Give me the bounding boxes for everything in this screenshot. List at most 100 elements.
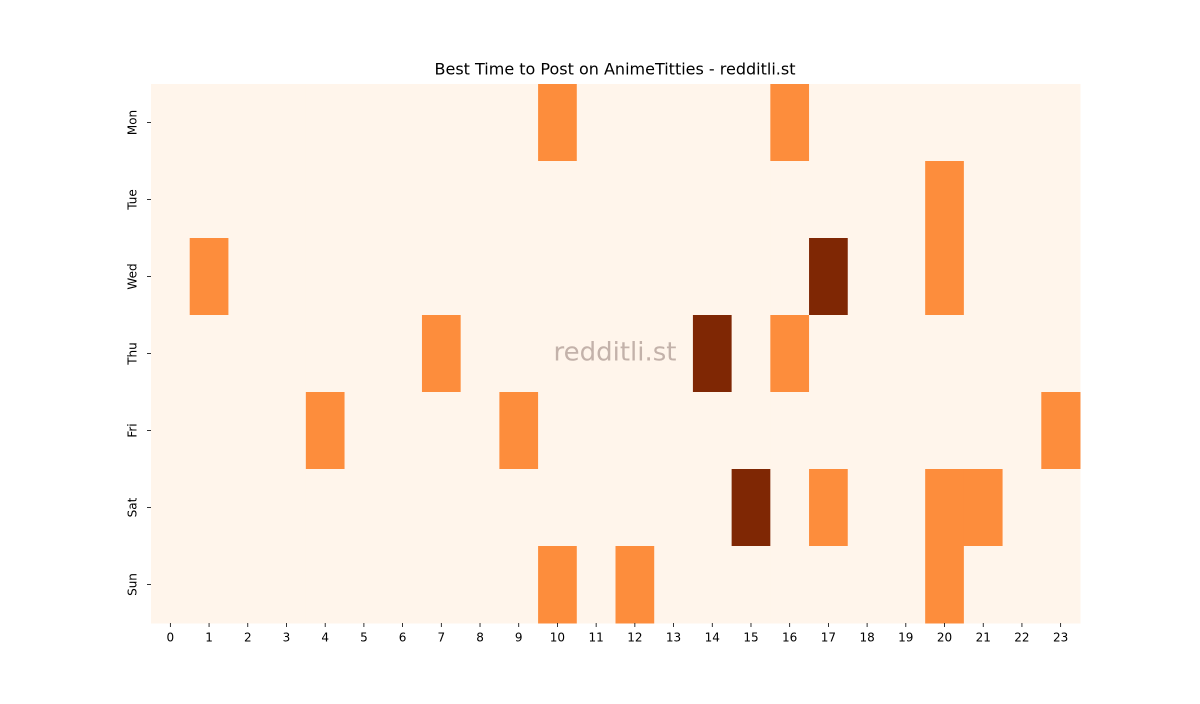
heat-cell (692, 469, 733, 547)
heat-cell (925, 84, 965, 162)
heat-cell (925, 546, 965, 624)
heat-cell (499, 469, 539, 547)
heat-cell (654, 315, 694, 393)
heat-cell (383, 315, 423, 393)
heat-cell (344, 469, 384, 547)
heat-cell (654, 469, 694, 547)
heat-cell (421, 238, 462, 316)
heat-cell (576, 546, 616, 624)
heat-cell (189, 315, 229, 393)
heat-cell (305, 161, 346, 239)
heat-cell (770, 315, 810, 393)
heat-cell (809, 161, 849, 239)
heat-cell (847, 84, 887, 162)
heat-cell (267, 84, 307, 162)
heat-cell (383, 546, 423, 624)
heat-cell (305, 469, 346, 547)
x-tick-label: 15 (743, 631, 758, 645)
heat-cell (1041, 161, 1081, 239)
x-tick-label: 22 (1014, 631, 1029, 645)
heat-cell (615, 238, 655, 316)
heat-cell (228, 315, 268, 393)
heat-cell (770, 392, 810, 470)
heat-cell (1041, 238, 1081, 316)
x-tick-label: 6 (399, 631, 407, 645)
heat-cell (228, 161, 268, 239)
heat-cell (344, 546, 384, 624)
heat-cell (770, 238, 810, 316)
heat-cell (1002, 84, 1042, 162)
x-tick-label: 12 (627, 631, 642, 645)
heat-cell (499, 84, 539, 162)
heat-cell (847, 546, 887, 624)
x-tick-label: 21 (976, 631, 991, 645)
heat-cell (886, 84, 926, 162)
heat-cell (267, 469, 307, 547)
heat-cell (692, 84, 733, 162)
x-tick-label: 1 (205, 631, 213, 645)
heat-cell (963, 161, 1004, 239)
heat-cell (421, 392, 462, 470)
heat-cell (499, 161, 539, 239)
heat-cell (460, 84, 500, 162)
heat-cell (847, 238, 887, 316)
x-tick-label: 19 (898, 631, 913, 645)
heat-cell (576, 469, 616, 547)
heat-cell (151, 546, 191, 624)
heat-cell (925, 392, 965, 470)
heat-cell (576, 84, 616, 162)
heat-cell (731, 84, 771, 162)
x-tick-label: 4 (321, 631, 329, 645)
heat-cell (963, 546, 1004, 624)
y-tick-label: Wed (126, 263, 140, 289)
heat-cell (267, 238, 307, 316)
heat-cell (770, 84, 810, 162)
x-tick-label: 7 (437, 631, 445, 645)
heat-cell (383, 469, 423, 547)
heat-cell (731, 469, 771, 547)
heat-cell (1002, 392, 1042, 470)
heat-cell (267, 546, 307, 624)
heat-cell (731, 161, 771, 239)
x-tick-label: 18 (859, 631, 874, 645)
heat-cell (925, 469, 965, 547)
heat-cell (692, 546, 733, 624)
heat-cell (615, 315, 655, 393)
y-tick-label: Sun (126, 573, 140, 596)
heat-cell (151, 238, 191, 316)
x-tick-label: 23 (1053, 631, 1068, 645)
heat-cell (770, 161, 810, 239)
heat-cell (615, 546, 655, 624)
heat-cell (421, 469, 462, 547)
heat-cell (383, 161, 423, 239)
heat-cell (654, 161, 694, 239)
heat-cell (421, 84, 462, 162)
x-tick-label: 5 (360, 631, 368, 645)
heat-cell (731, 238, 771, 316)
heat-cell (383, 238, 423, 316)
heat-cell (228, 84, 268, 162)
heat-cell (344, 84, 384, 162)
heat-cell (421, 315, 462, 393)
watermark: redditli.st (554, 338, 677, 368)
heat-cell (460, 161, 500, 239)
heat-cell (615, 469, 655, 547)
heat-cell (499, 546, 539, 624)
heat-cell (1002, 315, 1042, 393)
heat-cell (963, 84, 1004, 162)
heat-cell (1002, 546, 1042, 624)
heat-cell (963, 238, 1004, 316)
heat-cell (847, 161, 887, 239)
heat-cell (499, 392, 539, 470)
heat-cell (809, 392, 849, 470)
heat-cell (538, 161, 578, 239)
heat-cell (576, 392, 616, 470)
heat-cell (654, 546, 694, 624)
x-tick-label: 17 (821, 631, 836, 645)
heat-cell (1002, 238, 1042, 316)
heat-cell (770, 546, 810, 624)
heat-cell (576, 161, 616, 239)
heat-cell (267, 392, 307, 470)
heat-cell (383, 392, 423, 470)
heat-cell (1041, 469, 1081, 547)
